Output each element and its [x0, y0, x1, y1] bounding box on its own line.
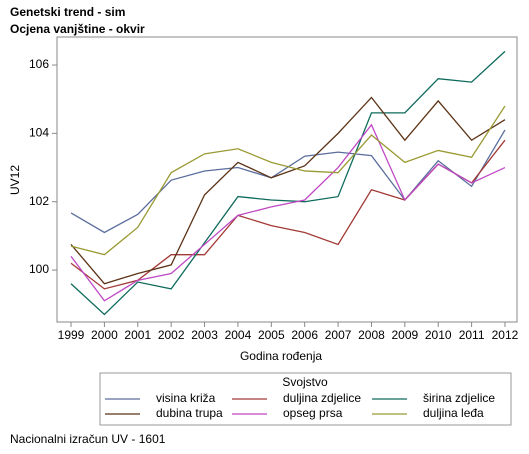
legend-title: Svojstvo — [282, 375, 328, 389]
series-line — [70, 105, 506, 256]
x-tick-label: 2012 — [492, 328, 519, 342]
chart-title: Genetski trend - sim — [10, 5, 125, 19]
legend-box — [99, 372, 512, 426]
series-line — [70, 96, 506, 285]
x-tick-label: 2010 — [425, 328, 452, 342]
x-tick-label: 2002 — [158, 328, 185, 342]
legend-label: dubina trupa — [156, 406, 223, 420]
x-tick-label: 2000 — [91, 328, 118, 342]
y-tick-label: 106 — [29, 57, 49, 71]
x-tick-label: 2001 — [124, 328, 151, 342]
legend-label: širina zdjelice — [423, 391, 495, 405]
series-line — [70, 123, 506, 302]
legend-label: duljina leđa — [423, 406, 484, 420]
legend-label: visina križa — [156, 391, 216, 405]
x-tick-label: 2004 — [225, 328, 252, 342]
x-axis-label: Godina rođenja — [240, 349, 322, 363]
x-tick-label: 2003 — [191, 328, 218, 342]
x-tick-label: 2005 — [258, 328, 285, 342]
legend-label: duljina zdjelice — [283, 391, 361, 405]
plot-frame — [56, 36, 518, 323]
y-tick-label: 100 — [29, 262, 49, 276]
x-tick-label: 1999 — [58, 328, 85, 342]
y-axis-label: UV12 — [8, 165, 22, 195]
series-line — [70, 50, 506, 316]
legend-label: opseg prsa — [283, 406, 343, 420]
x-tick-label: 2006 — [291, 328, 318, 342]
y-tick-label: 104 — [29, 126, 49, 140]
x-tick-label: 2008 — [358, 328, 385, 342]
x-tick-label: 2009 — [391, 328, 418, 342]
x-tick-label: 2011 — [459, 328, 485, 342]
footnote: Nacionalni izračun UV - 1601 — [10, 432, 166, 446]
x-tick-label: 2007 — [325, 328, 352, 342]
chart-subtitle: Ocjena vanjštine - okvir — [10, 22, 145, 36]
y-tick-label: 102 — [29, 194, 49, 208]
series-line — [70, 129, 506, 234]
